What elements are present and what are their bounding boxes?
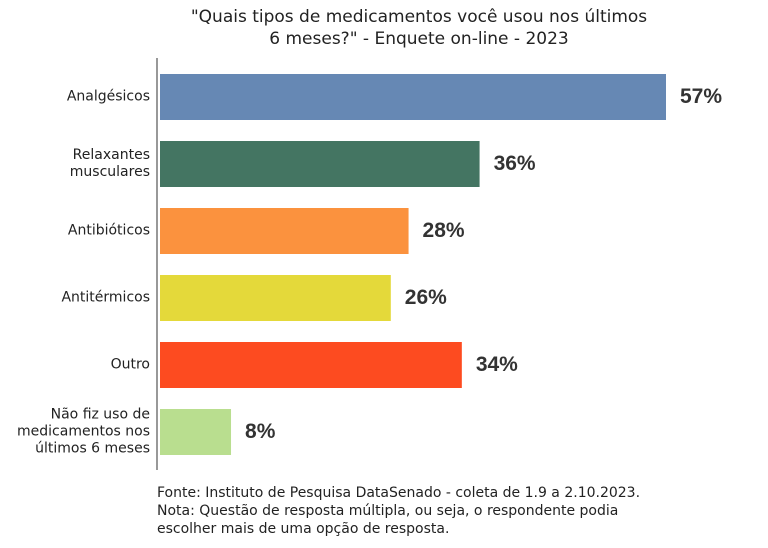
y-tick-label: Não fiz uso de medicamentos nos últimos … [17, 406, 150, 457]
y-tick-label: Antitérmicos [61, 289, 150, 306]
chart-title: "Quais tipos de medicamentos você usou n… [190, 7, 648, 49]
value-label: 34% [475, 353, 518, 376]
value-label: 28% [422, 219, 465, 242]
value-label: 36% [493, 152, 536, 175]
source: Fonte: Instituto de Pesquisa DataSenado … [157, 485, 641, 501]
y-tick-label: Outro [110, 356, 150, 373]
note: Nota: Questão de resposta múltipla, ou s… [157, 503, 619, 537]
bar [160, 208, 409, 254]
bar [160, 409, 232, 455]
bar [160, 275, 391, 321]
bar [160, 141, 480, 187]
y-tick-label: Relaxantes musculares [69, 147, 150, 180]
y-tick-label: Analgésicos [66, 88, 150, 105]
bar [160, 74, 666, 120]
value-label: 8% [245, 420, 276, 443]
bar [160, 342, 462, 388]
y-tick-label: Antibióticos [67, 222, 150, 239]
value-label: 57% [680, 85, 723, 108]
value-label: 26% [404, 286, 447, 309]
